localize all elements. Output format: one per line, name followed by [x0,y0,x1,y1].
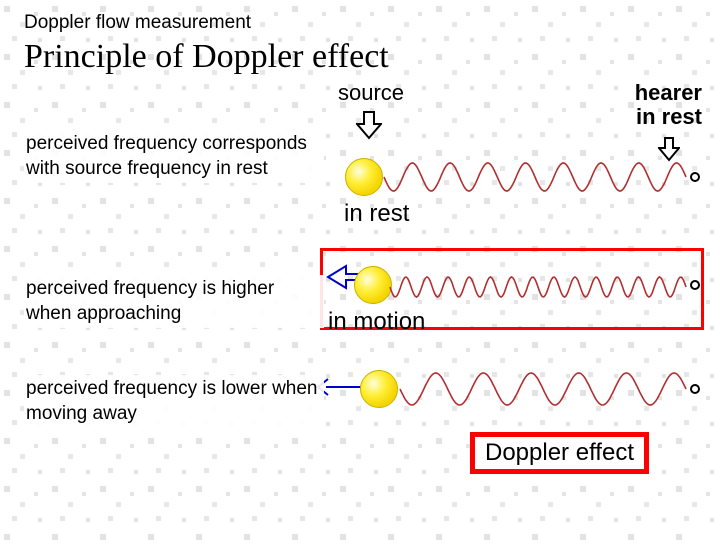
description-moving-away: perceived frequency is lower when moving… [24,375,324,428]
page-title: Principle of Doppler effect [24,38,696,76]
description-rest: perceived frequency corresponds with sou… [24,130,324,183]
page-subtitle: Doppler flow measurement [24,12,696,34]
wave-moving-away [320,80,710,440]
hearer-icon [690,384,700,394]
doppler-effect-tag: Doppler effect [470,432,649,474]
description-approaching: perceived frequency is higher when appro… [24,275,324,328]
